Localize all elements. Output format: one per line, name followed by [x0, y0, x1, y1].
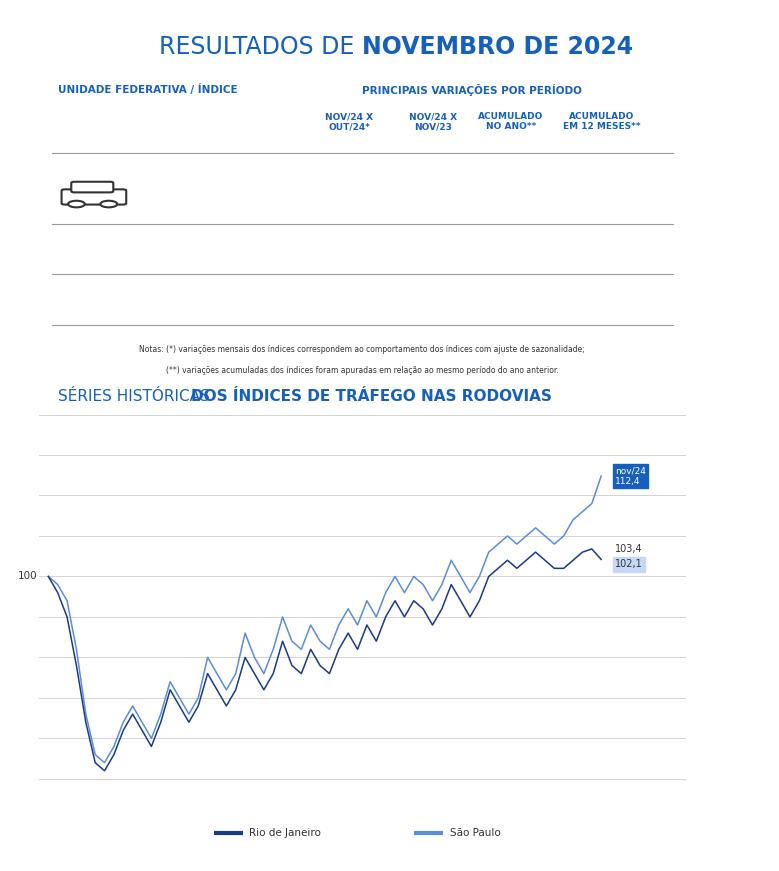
Text: 102,1: 102,1: [615, 559, 643, 570]
Text: 100: 100: [17, 571, 37, 582]
Text: NOV/24 X
OUT/24*: NOV/24 X OUT/24*: [326, 112, 373, 132]
Text: Notas: (*) variações mensais dos índices correspondem ao comportamento dos índic: Notas: (*) variações mensais dos índices…: [139, 345, 585, 354]
Text: São Paulo: São Paulo: [449, 827, 500, 838]
Text: DOS ÍNDICES DE TRÁFEGO NAS RODOVIAS: DOS ÍNDICES DE TRÁFEGO NAS RODOVIAS: [191, 389, 552, 404]
Text: nov/24
112,4: nov/24 112,4: [615, 466, 646, 486]
Text: PRINCIPAIS VARIAÇÕES POR PERÍODO: PRINCIPAIS VARIAÇÕES POR PERÍODO: [362, 84, 582, 96]
FancyBboxPatch shape: [62, 189, 126, 205]
Text: NOVEMBRO DE 2024: NOVEMBRO DE 2024: [362, 35, 633, 59]
Text: UNIDADE FEDERATIVA / ÍNDICE: UNIDADE FEDERATIVA / ÍNDICE: [58, 84, 238, 95]
Text: SÉRIES HISTÓRICAS: SÉRIES HISTÓRICAS: [58, 389, 215, 404]
Circle shape: [68, 200, 85, 207]
Text: 103,4: 103,4: [615, 544, 643, 554]
Circle shape: [100, 200, 117, 207]
Text: Rio de Janeiro: Rio de Janeiro: [249, 827, 321, 838]
Text: (**) variações acumuladas dos índices foram apuradas em relação ao mesmo período: (**) variações acumuladas dos índices fo…: [166, 366, 559, 375]
Text: ACUMULADO
NO ANO**: ACUMULADO NO ANO**: [478, 112, 544, 132]
Text: RESULTADOS DE: RESULTADOS DE: [160, 35, 362, 59]
Text: ACUMULADO
EM 12 MESES**: ACUMULADO EM 12 MESES**: [562, 112, 640, 132]
Text: NOV/24 X
NOV/23: NOV/24 X NOV/23: [409, 112, 457, 132]
FancyBboxPatch shape: [72, 182, 113, 192]
